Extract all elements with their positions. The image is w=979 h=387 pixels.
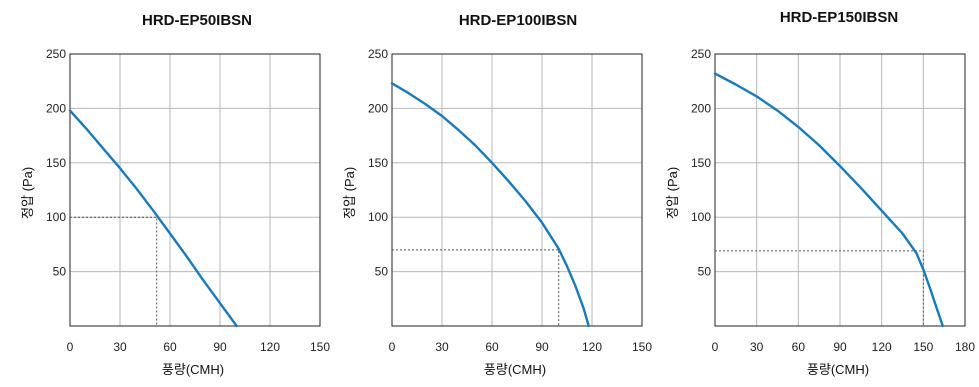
y-tick-label: 250	[46, 47, 66, 61]
x-tick-label: 30	[750, 340, 764, 354]
x-tick-label: 120	[582, 340, 602, 354]
performance-curve	[713, 72, 944, 328]
x-tick-label: 90	[535, 340, 549, 354]
chart-1: HRD-EP50IBSN 0 30 60 90 120 150 50 100 150 200 250 풍…	[20, 12, 330, 377]
chart-title: HRD-EP100IBSN	[459, 12, 577, 29]
x-tick-label: 0	[712, 340, 719, 354]
y-tick-label: 100	[368, 210, 388, 224]
x-tick-label: 150	[632, 340, 652, 354]
y-tick-label: 100	[46, 210, 66, 224]
x-tick-label: 150	[913, 340, 933, 354]
y-tick-label: 200	[691, 101, 711, 115]
plot-frame	[391, 53, 643, 327]
x-tick-label: 0	[67, 340, 74, 354]
performance-curve	[68, 109, 238, 328]
x-tick-label: 90	[833, 340, 847, 354]
x-tick-label: 30	[113, 340, 127, 354]
y-tick-label: 50	[698, 265, 712, 279]
y-axis-label: 정압 (Pa)	[665, 167, 680, 219]
y-axis-label: 정압 (Pa)	[20, 167, 35, 219]
plot-frame	[69, 53, 321, 327]
operating-point-guide	[70, 216, 158, 326]
x-tick-label: 120	[872, 340, 892, 354]
x-tick-label: 90	[213, 340, 227, 354]
chart-3: HRD-EP150IBSN 0 30 60 90 120 150 180 50 100 150 200…	[665, 9, 975, 377]
performance-curve	[390, 82, 590, 328]
y-tick-label: 200	[46, 101, 66, 115]
x-axis-label: 풍량(CMH)	[162, 362, 224, 377]
chart-title: HRD-EP50IBSN	[142, 12, 252, 29]
y-axis-label: 정압 (Pa)	[342, 167, 357, 219]
y-tick-label: 250	[368, 47, 388, 61]
chart-2: HRD-EP100IBSN 0 30 60 90 120 150 50 100 150 200 250…	[342, 12, 652, 377]
y-tick-label: 50	[53, 265, 67, 279]
x-tick-label: 60	[163, 340, 177, 354]
y-tick-label: 150	[46, 156, 66, 170]
x-tick-label: 0	[389, 340, 396, 354]
x-axis-label: 풍량(CMH)	[484, 362, 546, 377]
operating-point-guide	[715, 250, 924, 326]
x-tick-label: 120	[260, 340, 280, 354]
x-axis-label: 풍량(CMH)	[807, 362, 869, 377]
y-tick-label: 200	[368, 101, 388, 115]
x-tick-label: 30	[435, 340, 449, 354]
y-tick-label: 250	[691, 47, 711, 61]
operating-point-guide	[392, 249, 560, 326]
y-tick-label: 50	[375, 265, 389, 279]
x-tick-label: 60	[485, 340, 499, 354]
y-tick-label: 150	[368, 156, 388, 170]
x-tick-label: 60	[792, 340, 806, 354]
plot-frame	[714, 53, 966, 327]
x-tick-label: 150	[310, 340, 330, 354]
y-tick-label: 150	[691, 156, 711, 170]
x-tick-label: 180	[955, 340, 975, 354]
chart-title: HRD-EP150IBSN	[780, 9, 898, 26]
y-tick-label: 100	[691, 210, 711, 224]
